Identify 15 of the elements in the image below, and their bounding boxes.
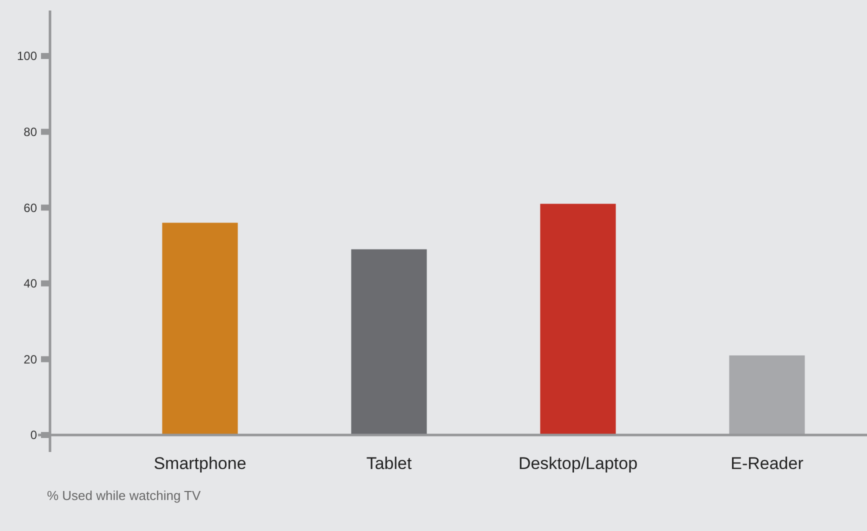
bar bbox=[351, 249, 427, 435]
y-tick-label: 0 bbox=[30, 428, 38, 442]
y-tick-label: 40 bbox=[24, 276, 38, 291]
bar bbox=[162, 222, 238, 435]
x-tick-label: Tablet bbox=[366, 454, 412, 473]
y-tick-label: 20 bbox=[24, 352, 38, 366]
y-tick-label: 100 bbox=[16, 49, 38, 64]
bar bbox=[729, 355, 805, 435]
x-tick-label: Smartphone bbox=[154, 454, 246, 473]
y-tick-label: 80 bbox=[24, 125, 38, 139]
x-tick-label: E-Reader bbox=[730, 454, 804, 473]
text: % Used while watching TV bbox=[47, 488, 201, 503]
y-tick-label: 60 bbox=[24, 200, 38, 215]
x-tick-label: Desktop/Laptop bbox=[518, 454, 638, 473]
bar bbox=[540, 204, 616, 435]
